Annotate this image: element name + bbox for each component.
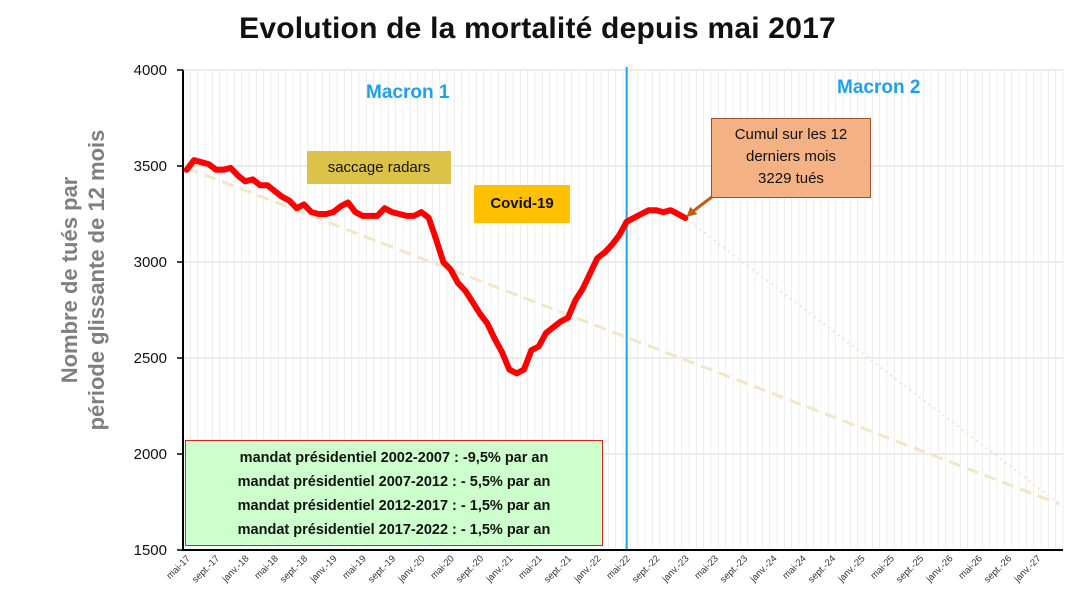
x-tick-label: mai-19 [340, 553, 368, 581]
x-tick-label: janv.-26 [924, 553, 956, 585]
y-tick-label: 3500 [134, 158, 167, 175]
cumul-line3: 3229 tués [758, 170, 824, 187]
mandate-stats-box: mandat présidentiel 2002-2007 : -9,5% pa… [185, 440, 603, 546]
x-tick-label: sept.-21 [542, 553, 574, 585]
axes [177, 69, 1063, 551]
macron2-label: Macron 2 [837, 77, 921, 98]
x-tick-label: janv.-25 [836, 553, 868, 585]
mandate-line-2017: mandat présidentiel 2017-2022 : - 1,5% p… [237, 522, 551, 538]
mandate-line-2007: mandat présidentiel 2007-2012 : - 5,5% p… [237, 474, 551, 490]
x-tick-label: janv.-23 [660, 553, 692, 585]
cumul-line2: derniers mois [745, 148, 837, 165]
saccage-radars-callout: saccage radars [307, 151, 451, 184]
x-tick-label: janv.-24 [748, 553, 780, 585]
x-tick-label: mai-18 [252, 553, 280, 581]
mandate-line-2002: mandat présidentiel 2002-2007 : -9,5% pa… [239, 450, 549, 466]
cumul-arrowhead [686, 207, 698, 218]
y-axis-label-line1: Nombre de tués par [57, 176, 82, 383]
x-tick-label: mai-26 [956, 553, 984, 581]
y-tick-label: 1500 [134, 542, 167, 559]
x-tick-label: janv.-19 [308, 553, 340, 585]
trend-line-dashed [186, 166, 1060, 506]
y-tick-label: 2500 [134, 350, 167, 367]
x-tick-label: mai-22 [604, 553, 632, 581]
macron1-label: Macron 1 [366, 82, 450, 103]
mandate-line-2012: mandat présidentiel 2012-2017 : - 1,5% p… [237, 498, 551, 514]
cumul-line1: Cumul sur les 12 [734, 126, 848, 143]
x-tick-label: sept.-23 [718, 553, 750, 585]
y-tick-labels: 1500 2000 2500 3000 3500 4000 [134, 62, 167, 559]
y-tick-label: 2000 [134, 446, 167, 463]
y-tick-label: 4000 [134, 62, 167, 79]
chart-title: Evolution de la mortalité depuis mai 201… [239, 12, 836, 45]
x-tick-label: sept.-20 [454, 553, 486, 585]
series-line-mortality [183, 157, 689, 377]
x-tick-label: mai-25 [868, 553, 896, 581]
cumul-callout: Cumul sur les 12 derniers mois 3229 tués [711, 118, 871, 198]
x-tick-label: janv.-18 [220, 553, 252, 585]
x-tick-label: sept.-26 [982, 553, 1014, 585]
x-tick-label: janv.-22 [572, 553, 604, 585]
y-axis-label-line2: période glissante de 12 mois [84, 130, 109, 431]
trend-line-dotted [684, 217, 1060, 505]
x-tick-label: janv.-27 [1012, 553, 1044, 585]
trend-lines [186, 166, 1060, 506]
x-tick-label: sept.-17 [190, 553, 222, 585]
x-tick-label: mai-24 [780, 553, 808, 581]
x-tick-label: janv.-21 [484, 553, 516, 585]
x-tick-label: sept.-19 [366, 553, 398, 585]
x-tick-label: mai-23 [692, 553, 720, 581]
covid-callout: Covid-19 [474, 185, 570, 223]
x-tick-label: mai-21 [516, 553, 544, 581]
x-tick-label: mai-20 [428, 553, 456, 581]
x-tick-label: sept.-18 [278, 553, 310, 585]
x-tick-label: sept.-24 [806, 553, 838, 585]
x-tick-label: sept.-25 [894, 553, 926, 585]
y-tick-label: 3000 [134, 254, 167, 271]
x-tick-label: janv.-20 [396, 553, 428, 585]
x-tick-label: sept.-22 [630, 553, 662, 585]
x-tick-label: mai-17 [164, 553, 192, 581]
